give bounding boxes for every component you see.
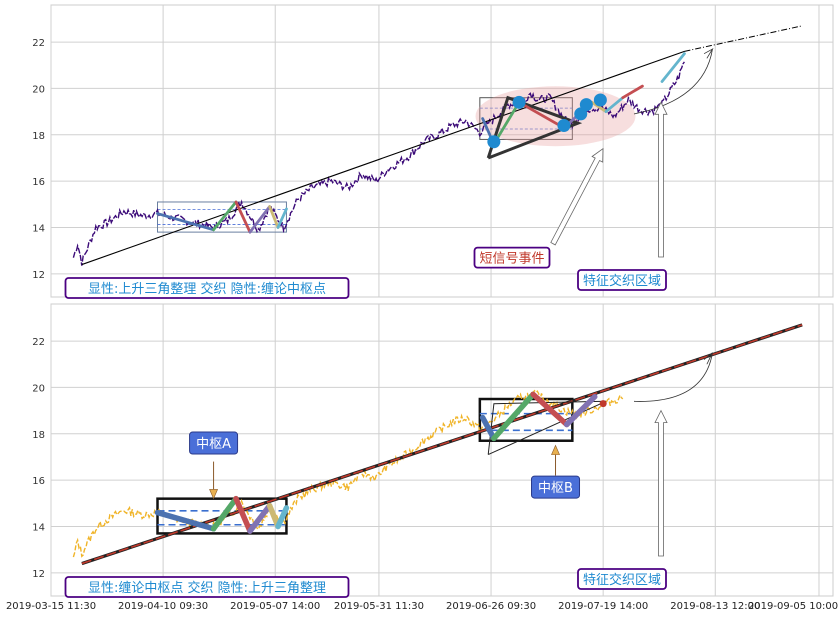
- legend-annotation-box: [64, 576, 350, 598]
- pivot-point: [557, 119, 571, 133]
- zhongshu-box: [156, 497, 288, 535]
- signal-label-box: [473, 246, 551, 269]
- legend-annotation: 显性:缠论中枢点 交织 隐性:上升三角整理: [88, 580, 326, 596]
- ascending-triangle: [486, 95, 583, 160]
- feature-label-box: [577, 269, 667, 291]
- zhongshu-a-box: [189, 431, 239, 455]
- y-tick-label: 22: [32, 38, 45, 49]
- y-tick-label: 20: [32, 383, 45, 394]
- x-tick-label: 2019-04-10 09:30: [118, 601, 208, 612]
- y-tick-label: 14: [32, 522, 45, 533]
- signal-arrow: [550, 147, 604, 246]
- trend-line: [81, 50, 685, 266]
- signal-label: 短信号事件: [479, 252, 544, 267]
- x-tick-label: 2019-05-07 14:00: [230, 601, 320, 612]
- plot-frame: [50, 4, 834, 298]
- x-tick-label: 2019-06-26 09:30: [446, 601, 536, 612]
- zigzag-segment: [275, 505, 290, 530]
- feature-label: 特征交织区域: [583, 273, 661, 289]
- curved-arrow: [633, 48, 713, 115]
- bottom-panel: 12 14 16 18 20 22 显性:缠论中枢点 交织 隐性:上升三角整理 特征交织区域 中…: [32, 303, 834, 598]
- zigzag-segment: [660, 52, 686, 83]
- x-tick-label: 2019-05-31 11:30: [334, 601, 424, 612]
- zigzag-segment: [517, 100, 566, 130]
- zigzag-segment: [212, 200, 238, 232]
- pivot-point: [512, 95, 526, 109]
- x-axis: 2019-03-15 11:30 2019-04-10 09:30 2019-05-…: [6, 601, 838, 612]
- zigzag-segment: [563, 393, 598, 428]
- y-tick-label: 16: [32, 476, 45, 487]
- zigzag-segment: [590, 100, 608, 114]
- zigzag-segment: [210, 495, 239, 532]
- zigzag-segment: [156, 212, 215, 232]
- zigzag-segment: [604, 96, 625, 114]
- y-tick-label: 18: [32, 430, 45, 441]
- zhongshu-a-arrowhead: [209, 489, 219, 500]
- zigzag-segment: [479, 414, 497, 442]
- zigzag-segment: [248, 205, 272, 234]
- legend-annotation-box: [64, 277, 350, 299]
- feature-label-box: [577, 568, 667, 590]
- x-tick-label: 2019-03-15 11:30: [6, 601, 96, 612]
- pivot-point: [599, 400, 607, 408]
- y-tick-label: 14: [32, 223, 45, 234]
- zhongshu-box: [157, 201, 287, 233]
- curved-arrow: [633, 352, 713, 402]
- y-tick-label: 12: [32, 569, 45, 580]
- curved-arrow-head: [703, 47, 714, 59]
- x-tick-label: 2019-07-19 14:00: [558, 601, 648, 612]
- zhongshu-b-box: [531, 475, 581, 499]
- zigzag-segment: [268, 205, 280, 229]
- x-tick-label: 2019-09-05 10:00: [748, 601, 838, 612]
- zhongshu-b-label: 中枢B: [538, 481, 573, 496]
- zhongshu-a-label: 中枢A: [196, 437, 231, 452]
- plot-frame: [50, 303, 834, 597]
- zigzag-segment: [234, 200, 252, 234]
- zigzag-segment: [247, 502, 273, 534]
- zigzag-segment: [276, 207, 288, 229]
- feature-label: 特征交织区域: [583, 572, 661, 588]
- y-tick-label: 12: [32, 270, 45, 281]
- y-tick-label: 18: [32, 131, 45, 142]
- top-panel: 12 14 16 18 20 22 显性:上升三角整理 交织 隐性:缠论中枢点 特征交织区域 短…: [32, 4, 834, 299]
- zigzag-segment: [491, 391, 536, 442]
- zigzag-segment: [530, 391, 570, 428]
- y-tick-label: 20: [32, 84, 45, 95]
- curved-arrow-head: [703, 352, 713, 365]
- zhongshu-b-arrowhead: [551, 444, 560, 455]
- zigzag-segment: [233, 495, 253, 534]
- zigzag-segment: [154, 509, 217, 532]
- pivot-point: [487, 135, 501, 149]
- feature-arrow: [654, 409, 668, 557]
- y-tick-label: 22: [32, 337, 45, 348]
- feature-arrow: [654, 101, 668, 258]
- pivot-point: [593, 93, 607, 107]
- zigzag-segment: [621, 84, 644, 100]
- x-tick-label: 2019-08-13 12:00: [670, 601, 760, 612]
- legend-annotation: 显性:上升三角整理 交织 隐性:缠论中枢点: [88, 281, 326, 297]
- extension-line: [684, 25, 803, 52]
- pivot-point: [579, 98, 593, 112]
- y-tick-label: 16: [32, 177, 45, 188]
